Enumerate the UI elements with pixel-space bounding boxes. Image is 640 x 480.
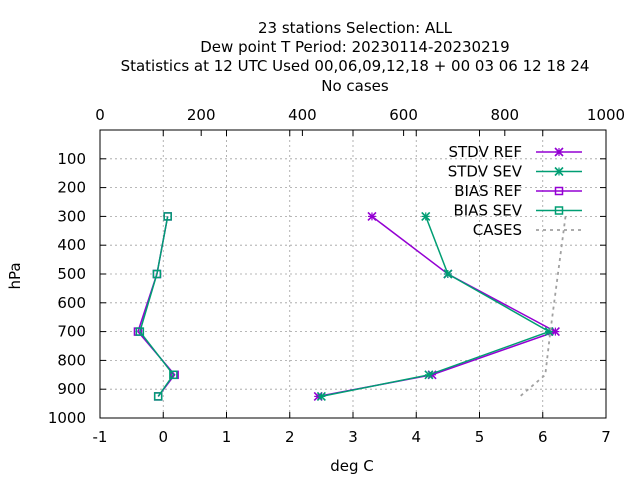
series-layer <box>133 211 567 401</box>
data-point <box>163 212 172 221</box>
y-tick-label: 800 <box>57 351 86 369</box>
legend-label: STDV REF <box>448 143 522 161</box>
y-tick-label: 900 <box>57 380 86 398</box>
x2-tick-label: 600 <box>389 106 418 124</box>
series-bias-sev <box>135 212 178 401</box>
data-point <box>554 206 564 215</box>
x2-tick-label: 400 <box>288 106 317 124</box>
x-tick-label: 5 <box>475 428 485 446</box>
y-tick-label: 500 <box>57 265 86 283</box>
x-tick-label: 3 <box>348 428 358 446</box>
data-point <box>424 370 434 380</box>
legend-label: BIAS SEV <box>453 202 522 220</box>
title-line-2: Dew point T Period: 20230114-20230219 <box>200 38 509 56</box>
series-stdv-sev <box>316 211 554 401</box>
x-tick-label: 0 <box>158 428 168 446</box>
y-tick-label: 100 <box>57 150 86 168</box>
series-line <box>139 216 175 397</box>
legend-entry: STDV SEV <box>448 163 582 181</box>
title-line-1: 23 stations Selection: ALL <box>258 19 453 37</box>
y-tick-label: 1000 <box>48 409 86 427</box>
legend-entry: STDV REF <box>448 143 582 161</box>
grid <box>100 130 606 418</box>
data-point <box>135 327 145 336</box>
legend-label: CASES <box>473 221 522 239</box>
title-line-4: No cases <box>321 77 389 95</box>
y-tick-label: 200 <box>57 179 86 197</box>
x2-tick-label: 200 <box>187 106 216 124</box>
x-tick-label: 2 <box>285 428 295 446</box>
legend-label: BIAS REF <box>454 182 522 200</box>
series-cases <box>519 216 567 398</box>
data-point <box>554 147 564 157</box>
data-point <box>554 186 564 196</box>
x2-tick-label: 800 <box>490 106 519 124</box>
x-tick-label: 7 <box>601 428 611 446</box>
y-axis-label: hPa <box>6 262 24 289</box>
data-point <box>152 269 162 279</box>
x-tick-label: 6 <box>538 428 548 446</box>
x-tick-label: 1 <box>222 428 232 446</box>
legend-entry: CASES <box>473 221 582 239</box>
x2-tick-label: 1000 <box>587 106 625 124</box>
x-axis-label: deg C <box>330 457 374 475</box>
series-line <box>321 216 551 398</box>
data-point <box>169 370 178 380</box>
y-tick-label: 400 <box>57 236 86 254</box>
legend-entry: BIAS REF <box>454 182 582 200</box>
series-line <box>519 216 567 398</box>
legend-label: STDV SEV <box>448 163 523 181</box>
legend-entry: BIAS SEV <box>453 202 582 220</box>
x2-tick-label: 0 <box>95 106 105 124</box>
data-point <box>367 211 377 221</box>
data-point <box>544 327 554 337</box>
y-tick-label: 700 <box>57 323 86 341</box>
axes: -1 0 1 2 3 4 5 6 7 0 200 400 600 800 1000 100 200 300 400 5… <box>48 106 625 446</box>
y-tick-label: 600 <box>57 294 86 312</box>
data-point <box>554 166 564 177</box>
title-line-3: Statistics at 12 UTC Used 00,06,09,12,18… <box>121 57 590 75</box>
data-point <box>421 211 431 221</box>
data-point <box>443 269 453 279</box>
x-tick-label: -1 <box>93 428 108 446</box>
data-point <box>153 392 163 401</box>
y-tick-label: 300 <box>57 207 86 225</box>
chart-title: 23 stations Selection: ALL Dew point T P… <box>121 19 590 95</box>
data-point <box>316 391 326 401</box>
x-tick-label: 4 <box>411 428 421 446</box>
